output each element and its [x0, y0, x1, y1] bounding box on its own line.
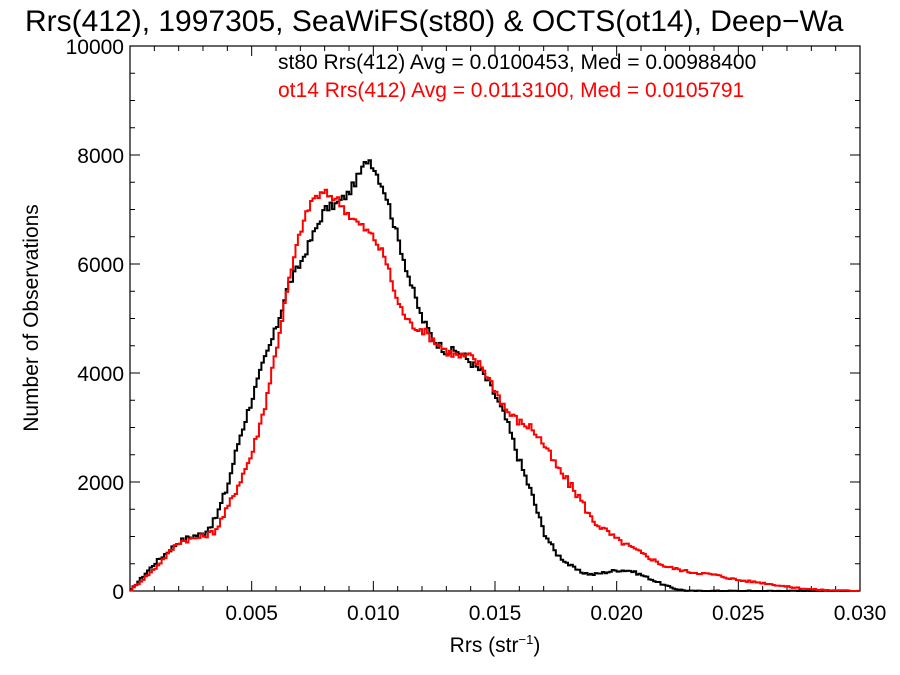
series-line-ot14	[130, 188, 860, 592]
y-axis-label: Number of Observations	[20, 204, 43, 432]
y-tick-label: 6000	[77, 254, 124, 277]
plot-frame	[129, 45, 861, 592]
x-tick-label: 0.025	[712, 602, 765, 625]
y-tick-label: 2000	[77, 472, 124, 495]
y-tick-label: 10000	[66, 36, 124, 59]
legend-entry-st80: st80 Rrs(412) Avg = 0.0100453, Med = 0.0…	[278, 51, 756, 74]
y-tick-label: 8000	[77, 145, 124, 168]
y-axis-ticks: 0 2000 4000 6000 8000 10000	[66, 36, 860, 604]
plot-area: 0.005 0.010 0.015 0.020 0.025 0.030 0 2000 4000…	[66, 36, 887, 625]
chart-title: Rrs(412), 1997305, SeaWiFS(st80) & OCTS(…	[25, 5, 844, 38]
x-axis-ticks: 0.005 0.010 0.015 0.020 0.025 0.030	[153, 46, 887, 625]
legend-entry-ot14: ot14 Rrs(412) Avg = 0.0113100, Med = 0.0…	[278, 79, 744, 102]
x-axis-label-main: Rrs (str	[450, 634, 519, 657]
legend: st80 Rrs(412) Avg = 0.0100453, Med = 0.0…	[278, 51, 756, 102]
x-axis-label: Rrs (str−1)	[450, 632, 541, 657]
y-tick-label: 0	[112, 581, 124, 604]
x-axis-label-close: )	[533, 634, 540, 657]
x-tick-label: 0.020	[590, 602, 643, 625]
series-group	[130, 159, 860, 592]
x-tick-label: 0.005	[225, 602, 278, 625]
x-tick-label: 0.015	[469, 602, 522, 625]
y-tick-label: 4000	[77, 363, 124, 386]
x-tick-label: 0.010	[347, 602, 400, 625]
x-axis-label-superscript: −1	[519, 632, 534, 647]
series-line-st80	[130, 159, 860, 592]
x-tick-label: 0.030	[834, 602, 887, 625]
